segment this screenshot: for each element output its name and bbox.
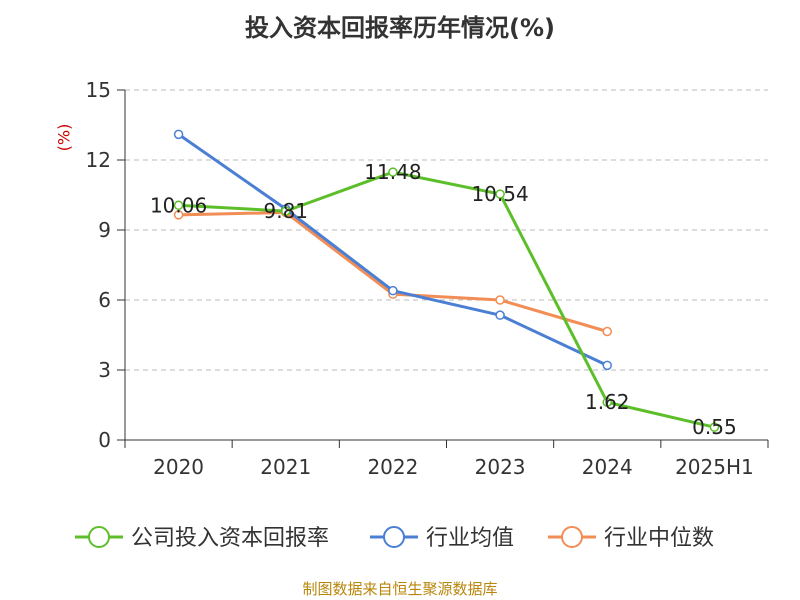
series-2-point-2020 [173, 210, 184, 220]
source-note: 制图数据来自恒生聚源数据库 [302, 580, 498, 598]
series-line-0 [178, 170, 715, 429]
legend-item-0[interactable]: 公司投入资本回报率 [75, 526, 329, 551]
x-tick-label-2020: 2020 [153, 455, 204, 479]
x-tick-label-2021: 2021 [260, 455, 311, 479]
legend-item-2[interactable]: 行业中位数 [548, 526, 714, 551]
legend-label-2: 行业中位数 [604, 526, 714, 551]
y-tick-label-3: 3 [98, 358, 111, 382]
data-label-2023: 10.54 [471, 182, 528, 206]
y-tick-label-6: 6 [98, 288, 111, 312]
y-tick-label-0: 0 [98, 428, 111, 452]
axes: 0 3 6 9 12 15 2020 2021 2022 2023 2024 2025H1 [86, 78, 769, 479]
legend-marker-0 [88, 526, 110, 548]
series-0-point-2024 [602, 397, 612, 407]
y-tick-label-15: 15 [86, 78, 111, 102]
series-2-point-2023 [495, 295, 505, 305]
series-lines [173, 129, 720, 432]
series-2-point-2024 [602, 326, 612, 337]
data-label-2025H1: 0.55 [692, 415, 737, 439]
grid-lines [125, 89, 768, 371]
series-0-point-2022 [388, 167, 398, 177]
legend-label-1: 行业均值 [426, 526, 514, 551]
data-label-2021: 9.81 [263, 199, 308, 223]
y-tick-label-12: 12 [86, 148, 111, 172]
data-label-2020: 10.06 [150, 193, 207, 217]
x-tick-label-2022: 2022 [367, 455, 418, 479]
series-1-point-2023 [495, 310, 505, 320]
legend-marker-2 [561, 526, 583, 548]
data-label-2024: 1.62 [585, 390, 630, 414]
series-1-point-2022 [388, 285, 398, 296]
x-tick-label-2023: 2023 [475, 455, 526, 479]
x-tick-label-2025H1: 2025H1 [675, 455, 754, 479]
legend-label-0: 公司投入资本回报率 [131, 526, 329, 551]
legend[interactable]: 公司投入资本回报率 行业均值 行业中位数 [75, 526, 714, 551]
series-1-point-2020 [173, 129, 184, 140]
series-0-point-2020 [173, 200, 184, 211]
x-tick-label-2024: 2024 [582, 455, 633, 479]
legend-marker-1 [383, 526, 405, 548]
series-0-point-2023 [495, 189, 505, 199]
data-labels: 10.06 9.81 11.48 10.54 1.62 0.55 [150, 160, 737, 439]
data-label-2022: 11.48 [364, 160, 421, 184]
series-0-point-2021 [281, 206, 291, 216]
legend-item-1[interactable]: 行业均值 [370, 526, 514, 551]
y-tick-label-9: 9 [98, 218, 111, 242]
series-0-point-2025H1 [709, 422, 720, 432]
series-1-point-2024 [602, 360, 612, 371]
chart-title: 投入资本回报率历年情况(%) [245, 14, 555, 42]
